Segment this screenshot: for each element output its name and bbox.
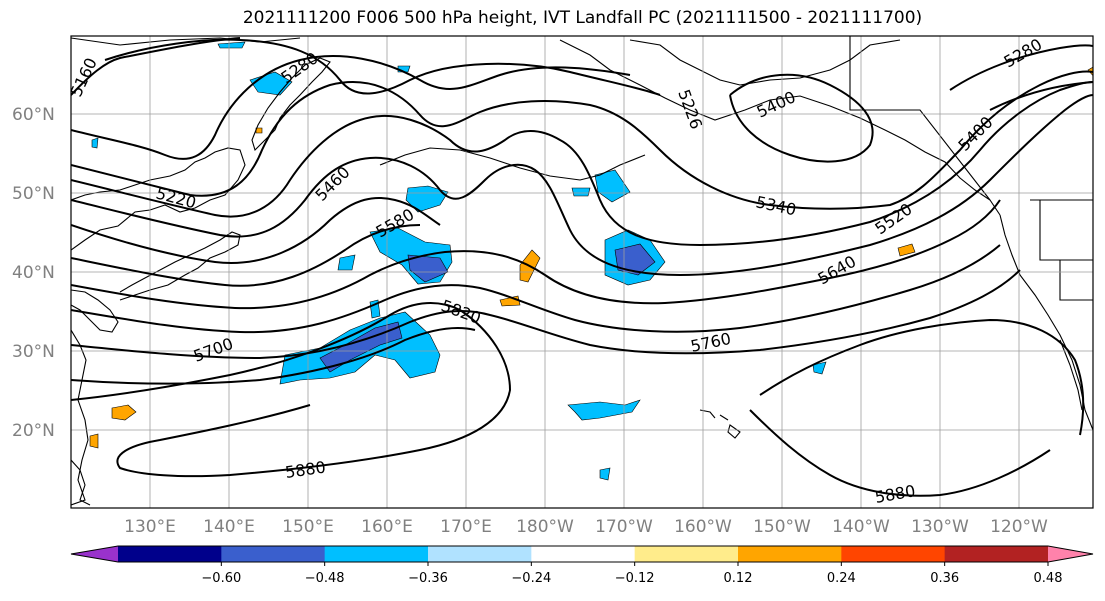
colorbar-tick-label: −0.60: [201, 571, 241, 586]
colorbar-outline: [70, 545, 1094, 563]
ivt-negative-region: [407, 254, 449, 283]
north-america-west-coast: [999, 214, 1093, 431]
lat-label: 40°N: [12, 263, 55, 283]
lat-label: 60°N: [12, 105, 55, 125]
lon-label: 150°W: [753, 517, 811, 537]
height-contour: [71, 224, 421, 287]
philippines-coast: [71, 459, 91, 506]
lon-label: 170°E: [440, 517, 492, 537]
lon-label: 160°E: [361, 517, 413, 537]
map-frame: [70, 35, 1094, 509]
colorbar-tick-label: −0.12: [615, 571, 655, 586]
height-contour: [71, 199, 1001, 310]
ivt-negative-region: [91, 137, 99, 149]
ivt-negative-region: [337, 254, 356, 271]
longitude-labels: 130°E 140°E 150°E 160°E 170°E 180°W 170°…: [124, 517, 1048, 537]
height-contour: [71, 94, 1093, 277]
height-contour: [759, 318, 1085, 436]
alaska-coastline: [559, 39, 1001, 216]
japan-coastline: [119, 231, 241, 301]
ivt-negative-region: [405, 185, 449, 213]
colorbar-segment: [841, 546, 946, 562]
colorbar-segment: [428, 546, 532, 562]
colorbar-tick-label: −0.24: [511, 571, 551, 586]
lon-label: 130°W: [911, 517, 969, 537]
ivt-negative-region: [594, 169, 631, 203]
colorbar: −0.60 −0.48 −0.36 −0.24 −0.12 0.12 0.24 0.36 0.4…: [70, 545, 1094, 586]
china-coast: [71, 329, 89, 506]
colorbar-tick-label: −0.48: [305, 571, 345, 586]
korea-coastline: [71, 289, 119, 333]
ivt-negative-region: [571, 187, 591, 197]
lon-label: 140°W: [832, 517, 890, 537]
ivt-negative-region: [217, 41, 246, 49]
colorbar-segment: [324, 546, 429, 562]
lon-label: 130°E: [124, 517, 176, 537]
height-contour: [71, 302, 512, 478]
height-contour: [71, 55, 631, 160]
ivt-positive-region: [897, 243, 916, 257]
height-contour: [729, 73, 874, 163]
lon-label: 170°W: [595, 517, 653, 537]
colorbar-segment: [944, 546, 1049, 562]
height-contour: [71, 70, 1093, 210]
colorbar-tick-label: 0.12: [724, 571, 753, 586]
lat-label: 50°N: [12, 184, 55, 204]
colorbar-tick-label: 0.48: [1034, 571, 1063, 586]
colorbar-segment: [531, 546, 636, 562]
alaska-inland: [629, 39, 901, 86]
ivt-positive-region: [111, 404, 137, 421]
height-contour: [71, 244, 1001, 334]
lon-label: 180°W: [516, 517, 574, 537]
height-contour: [949, 44, 1093, 91]
height-contour: [104, 38, 661, 96]
colorbar-tick-label: 0.36: [930, 571, 959, 586]
height-contours: [71, 37, 1093, 497]
colorbar-segment: [738, 546, 842, 562]
lat-label: 20°N: [12, 421, 55, 441]
height-contour: [71, 196, 441, 264]
colorbar-segment: [221, 546, 326, 562]
colorbar-segment: [118, 546, 222, 562]
aleutian-chain: [379, 147, 646, 181]
ivt-negative-region: [567, 399, 641, 421]
lon-label: 150°E: [282, 517, 334, 537]
lon-label: 120°W: [990, 517, 1048, 537]
height-contour: [749, 409, 1051, 497]
colorbar-extend-left: [71, 546, 118, 562]
colorbar-segment: [634, 546, 739, 562]
us-states: [1030, 199, 1093, 301]
height-contour: [989, 81, 1093, 111]
height-contour: [71, 269, 1021, 360]
ivt-negative-region: [599, 467, 611, 481]
lon-label: 140°E: [203, 517, 255, 537]
colorbar-extend-right: [1048, 546, 1093, 562]
height-contour: [71, 81, 1093, 247]
asia-coastline: [71, 147, 246, 251]
map-title: 2021111200 F006 500 hPa height, IVT Land…: [242, 8, 923, 28]
lat-label: 30°N: [12, 342, 55, 362]
ivt-positive-region: [89, 433, 99, 449]
baja-peninsula: [1059, 339, 1083, 411]
colorbar-tick-label: −0.36: [408, 571, 448, 586]
colorbar-tick-label: 0.24: [827, 571, 856, 586]
lon-label: 160°W: [674, 517, 732, 537]
latitude-labels: 60°N 50°N 40°N 30°N 20°N: [12, 105, 55, 441]
siberia-coast: [71, 37, 301, 46]
ivt-negative-region: [812, 361, 827, 375]
height-contour: [71, 327, 476, 385]
